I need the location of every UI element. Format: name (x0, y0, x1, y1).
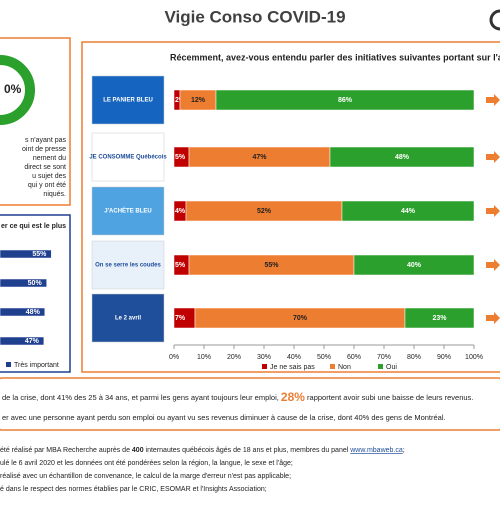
footer-part: 400 (132, 447, 144, 454)
x-tick-label: 60% (347, 354, 361, 361)
footer-line: é dans le respect des normes établies pa… (0, 486, 267, 493)
value-label: 47% (252, 154, 267, 161)
x-tick-label: 90% (437, 354, 451, 361)
x-tick-label: 50% (317, 354, 331, 361)
left-text: direct se sont (24, 164, 66, 171)
logo (91, 240, 165, 290)
x-tick-label: 40% (287, 354, 301, 361)
donut (0, 55, 35, 125)
legend-swatch (6, 362, 11, 367)
footer-part: été réalisé par MBA Recherche auprès de (0, 447, 132, 454)
x-tick-label: 20% (227, 354, 241, 361)
x-tick-label: 100% (465, 354, 483, 361)
left-text: nement du (33, 155, 66, 162)
logo-mark (489, 9, 500, 31)
bar-segment (215, 89, 475, 111)
value-label: 44% (401, 208, 416, 215)
value-label: 40% (407, 262, 422, 269)
footer-line: ulé le 6 avril 2020 et les données ont é… (0, 460, 293, 467)
x-tick-label: 70% (377, 354, 391, 361)
mini-title: er ce qui est le plus (1, 223, 66, 230)
arrow (486, 205, 500, 217)
bar-segment (0, 336, 45, 346)
left-box (0, 37, 71, 206)
left-text: oint de presse (22, 146, 66, 153)
bar-segment (404, 307, 475, 329)
left-text: qui y ont été (28, 182, 66, 189)
arrow (486, 259, 500, 271)
footer-part: www.mbaweb.ca (349, 447, 403, 454)
value-label: 5% (175, 154, 186, 161)
legend-swatch (378, 364, 383, 369)
arrow (486, 312, 500, 324)
left-text: s n'ayant pas (25, 137, 67, 144)
category-logo-text: On se serre les coudes (95, 263, 161, 269)
slide-title: Vigie Conso COVID-19 (164, 7, 345, 26)
value-label: 47% (25, 338, 40, 345)
bar-segment (329, 146, 475, 168)
legend-swatch (330, 364, 335, 369)
category-logo-text: LE PANIER BLEU (103, 98, 153, 104)
value-label: 7% (175, 315, 186, 322)
arrow (486, 94, 500, 106)
legend-label: Je ne sais pas (270, 364, 315, 371)
logo (91, 293, 165, 343)
x-tick-label: 30% (257, 354, 271, 361)
value-label: 50% (28, 280, 43, 287)
summary-part: rapportent avoir subi une baisse de leur… (305, 393, 473, 402)
legend-label: Oui (386, 364, 397, 371)
value-label: 55% (264, 262, 279, 269)
value-label: 4% (175, 208, 186, 215)
bar-segment (0, 307, 46, 317)
footer-line: été réalisé par MBA Recherche auprès de … (0, 447, 405, 454)
category-logo-text: J'ACHÈTE BLEU (104, 207, 151, 215)
value-label: 55% (32, 251, 47, 258)
summary-part: de la crise, dont 41% des 25 à 34 ans, e… (2, 393, 281, 402)
arrow (486, 151, 500, 163)
main-box (81, 41, 500, 373)
legend-label: Très important (14, 362, 59, 369)
summary-box (0, 377, 500, 431)
value-label: 48% (395, 154, 410, 161)
value-label: 70% (293, 315, 308, 322)
summary-line: er avec une personne ayant perdu son emp… (2, 413, 446, 422)
summary-part: 28% (281, 390, 305, 404)
bar-segment (341, 200, 475, 222)
x-tick-label: 0% (169, 354, 179, 361)
x-tick-label: 80% (407, 354, 421, 361)
value-label: 5% (175, 262, 186, 269)
footer-part: ; (403, 447, 405, 454)
value-label: 86% (338, 97, 353, 104)
legend-swatch (262, 364, 267, 369)
x-tick-label: 10% (197, 354, 211, 361)
category-logo-text: Le 2 avril (115, 316, 141, 322)
bar-segment (353, 254, 475, 276)
category-logo-text: JE CONSOMME Québécois (89, 155, 167, 161)
value-label: 48% (26, 309, 41, 316)
footer-part: internautes québécois âgés de 18 ans et … (144, 447, 351, 454)
value-label: 52% (257, 208, 272, 215)
summary-line: de la crise, dont 41% des 25 à 34 ans, e… (2, 390, 473, 404)
left-text: u sujet des (32, 173, 66, 180)
bar-segment (0, 249, 52, 259)
logo (91, 186, 165, 236)
value-label: 12% (191, 97, 206, 104)
bar-segment (0, 278, 47, 288)
logo (91, 132, 165, 182)
value-label: 23% (432, 315, 447, 322)
mini-box (0, 214, 71, 373)
chart-title: Récemment, avez-vous entendu parler des … (170, 52, 500, 62)
left-text: niqués. (43, 191, 66, 198)
legend-label: Non (338, 364, 351, 371)
logo (91, 75, 165, 125)
donut-label: 0% (4, 82, 22, 96)
footer-line: réalisé avec un échantillon de convenanc… (0, 473, 291, 480)
